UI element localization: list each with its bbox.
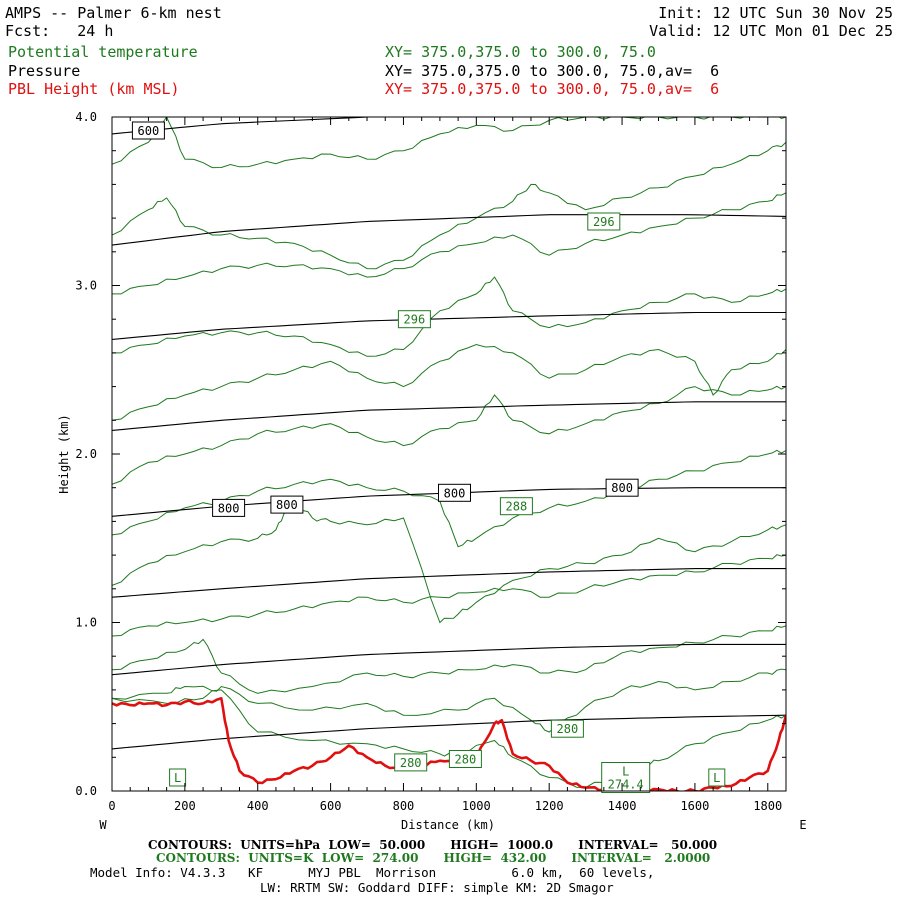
y-tick-label: 3.0 (75, 279, 97, 293)
y-tick-label: 4.0 (75, 110, 97, 124)
field-xy-pressure: XY= 375.0,375.0 to 300.0, 75.0,av= 6 (385, 62, 720, 80)
theta-contour-theta-j (112, 192, 786, 295)
pressure-contour-850-hPa (112, 568, 786, 598)
contour-label-box (499, 497, 533, 516)
contour-label-text: 800 (276, 498, 298, 512)
pressure-contour-700-hPa (112, 311, 786, 340)
theta-contour-theta-g (112, 385, 786, 485)
contour-label-text: 296 (404, 313, 426, 327)
model-title: AMPS -- Palmer 6-km nest (5, 4, 222, 22)
contours-pressure-info: CONTOURS: UNITS=hPa LOW= 50.000 HIGH= 10… (148, 838, 718, 852)
contour-label-box (397, 310, 431, 329)
theta-contour-theta-k (112, 141, 786, 270)
x-tick-label: 1200 (535, 799, 564, 813)
theta-contour-theta-f (112, 449, 786, 548)
contour-label-text: 288 (506, 500, 528, 514)
contour-label-box (550, 719, 584, 738)
theta-contour-theta-d (112, 554, 786, 637)
theta-contour-theta-l (112, 117, 786, 169)
field-name-pbl: PBL Height (km MSL) (8, 80, 180, 98)
west-label: W (99, 818, 107, 832)
contour-label-box (587, 212, 621, 231)
pressure-contour-650-hPa (112, 214, 786, 246)
theta-contour-theta-b (112, 668, 786, 733)
contour-label-text: 296 (593, 215, 615, 229)
east-label: E (799, 818, 806, 832)
valid-time: Valid: 12 UTC Mon 01 Dec 25 (649, 22, 893, 40)
theta-contour-theta-a (112, 685, 786, 789)
contour-label-text: 280 (557, 722, 579, 736)
contour-label-text: L (713, 771, 720, 785)
contour-label-text: 280 (400, 756, 422, 770)
forecast-label: Fcst: 24 h (5, 22, 113, 40)
contour-label-text: 800 (611, 481, 633, 495)
pressure-contour-600-hPa (112, 117, 379, 135)
x-tick-label: 600 (320, 799, 342, 813)
contours-theta-info: CONTOURS: UNITS=K LOW= 274.00 HIGH= 432.… (156, 851, 711, 865)
theta-contours (112, 117, 786, 789)
theta-contour-theta-c (112, 625, 786, 694)
x-tick-label: 1600 (680, 799, 709, 813)
y-tick-label: 0.0 (75, 784, 97, 798)
field-name-pressure: Pressure (8, 62, 81, 80)
contour-label-box (169, 768, 187, 787)
plot-area (112, 117, 786, 791)
contour-label-box (605, 478, 639, 497)
axes: 0 200 400 600 800 1000 1200 1400 1600 1800 0.0 1.0 2… (75, 110, 787, 813)
x-axis-label: Distance (km) (401, 818, 495, 832)
x-tick-label: 1400 (608, 799, 637, 813)
field-xy-pbl: XY= 375.0,375.0 to 300.0, 75.0,av= 6 (385, 80, 720, 98)
contour-label-text: 280 (455, 753, 477, 767)
x-tick-label: 200 (174, 799, 196, 813)
contour-label-text: 800 (218, 501, 240, 515)
contour-label-box (270, 495, 304, 514)
field-xy-theta: XY= 375.0,375.0 to 300.0, 75.0 (385, 43, 656, 61)
forecast-value: 24 h (77, 22, 114, 40)
contour-label-box (448, 750, 482, 768)
x-tick-label: 400 (247, 799, 269, 813)
contour-label-text: 600 (138, 124, 160, 138)
contour-label-text: 800 (444, 486, 466, 500)
x-tick-label: 1000 (462, 799, 491, 813)
y-axis-label: Height (km) (57, 414, 71, 493)
y-tick-label: 2.0 (75, 447, 97, 461)
contour-label-text: L (622, 765, 629, 779)
contour-label-text: 274.4 (608, 778, 644, 792)
pressure-contour-750-hPa (112, 401, 786, 431)
theta-contour-theta-i (112, 276, 786, 357)
y-tick-label: 1.0 (75, 616, 97, 630)
init-time: Init: 12 UTC Sun 30 Nov 25 (658, 4, 893, 22)
theta-contour-theta-h (112, 343, 786, 421)
field-name-theta: Potential temperature (8, 43, 198, 61)
model-info-line-2: LW: RRTM SW: Goddard DIFF: simple KM: 2D… (260, 880, 614, 895)
contour-label-box (601, 762, 651, 793)
pressure-contours (112, 117, 786, 750)
x-tick-label: 800 (393, 799, 415, 813)
contour-label-box (212, 498, 246, 517)
pressure-contour-950-hPa (112, 714, 786, 750)
pressure-contour-900-hPa (112, 643, 786, 676)
contour-label-box (131, 121, 165, 140)
contour-label-box (394, 753, 428, 772)
x-tick-label: 1800 (753, 799, 782, 813)
theta-contour-theta-e (112, 500, 786, 624)
contour-label-box (438, 483, 471, 502)
contour-label-box (708, 768, 726, 787)
contour-label-text: L (174, 771, 181, 785)
model-info-line-1: Model Info: V4.3.3 KF MYJ PBL Morrison 6… (90, 865, 655, 880)
x-tick-label: 0 (108, 799, 115, 813)
plot-background (112, 117, 786, 791)
forecast-label-text: Fcst: (5, 22, 51, 40)
